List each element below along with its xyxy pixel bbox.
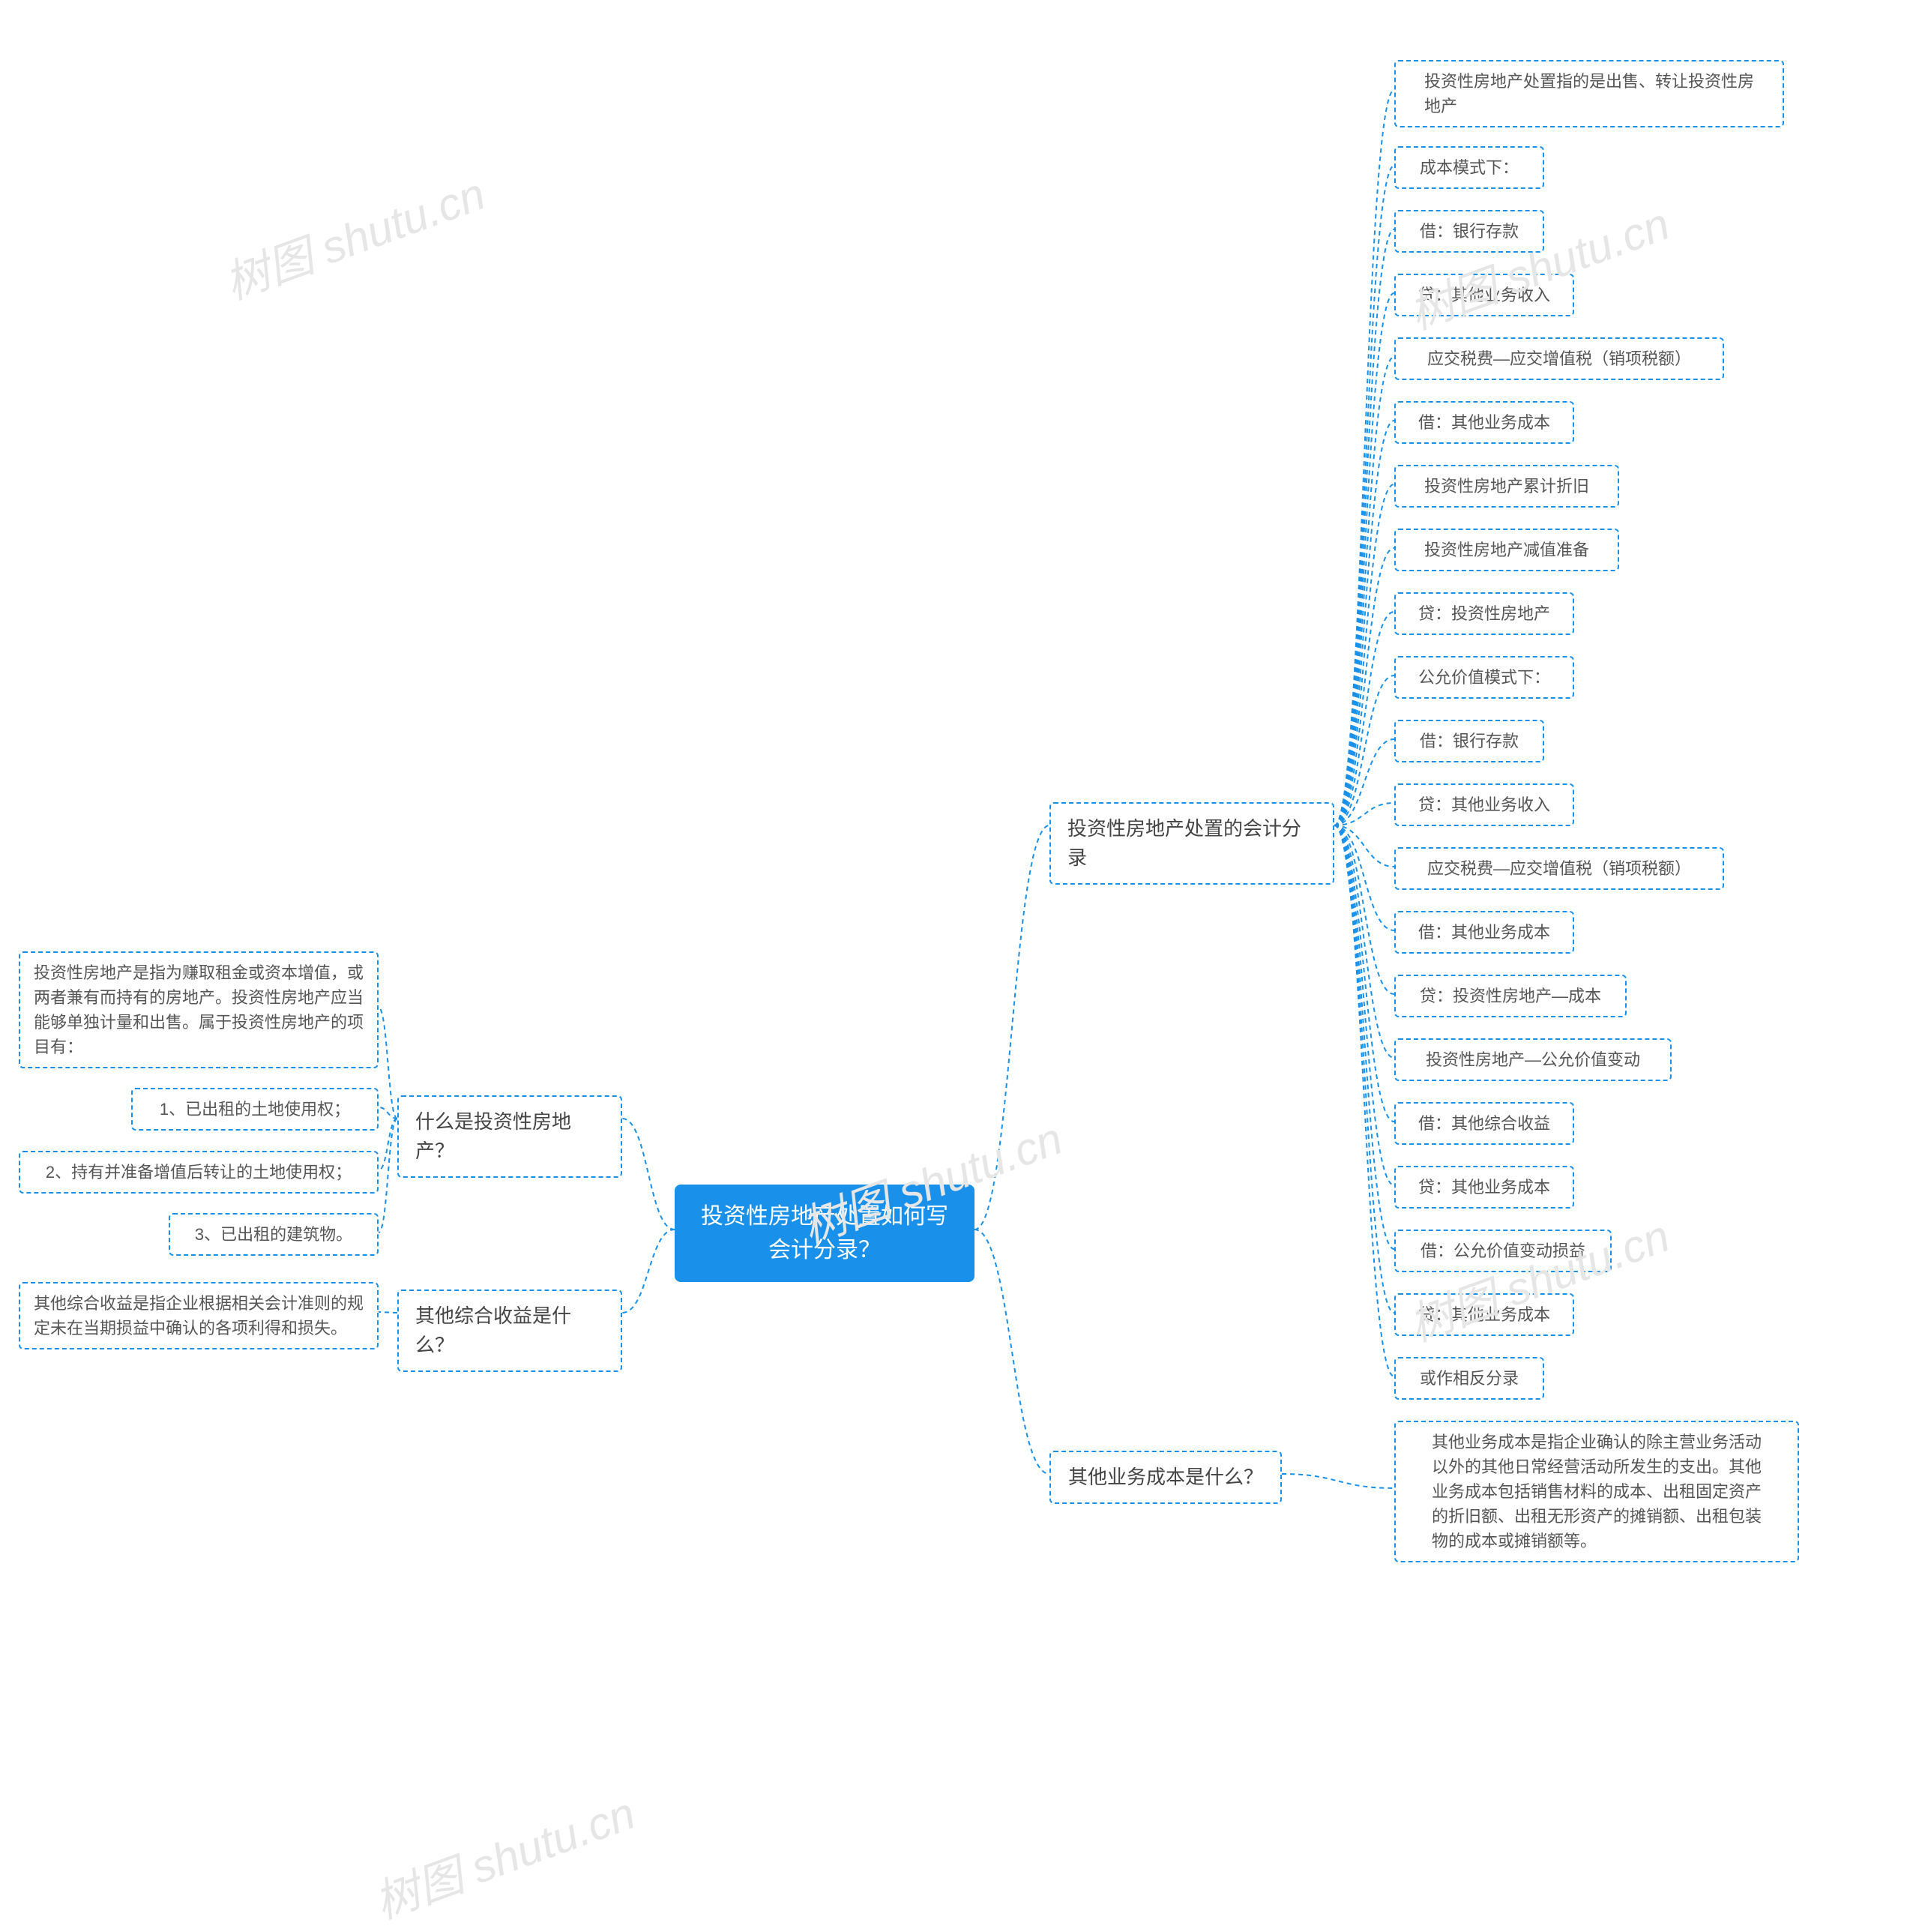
node-b1c18: 贷：其他业务成本 — [1394, 1166, 1574, 1209]
node-label: 投资性房地产处置指的是出售、转让投资性房 地产 — [1424, 69, 1754, 118]
node-label: 贷：投资性房地产 — [1418, 601, 1550, 626]
connector-layer — [0, 0, 1919, 1892]
node-b1c17: 借：其他综合收益 — [1394, 1102, 1574, 1145]
node-b1c2: 成本模式下： — [1394, 146, 1544, 189]
node-b1c4: 贷：其他业务收入 — [1394, 274, 1574, 316]
node-label: 1、已出租的土地使用权； — [160, 1097, 350, 1122]
connector — [1334, 825, 1394, 994]
node-b2c1: 其他业务成本是指企业确认的除主营业务活动 以外的其他日常经营活动所发生的支出。其… — [1394, 1421, 1799, 1562]
connector — [379, 1119, 397, 1170]
node-label: 贷：其他业务收入 — [1418, 283, 1550, 307]
node-label: 应交税费—应交增值税（销项税额） — [1427, 856, 1691, 881]
node-b1c6: 借：其他业务成本 — [1394, 401, 1574, 444]
connector — [1334, 825, 1394, 1313]
node-label: 贷：其他业务成本 — [1418, 1175, 1550, 1200]
node-label: 公允价值模式下： — [1418, 665, 1550, 690]
connector — [1334, 421, 1394, 825]
node-root: 投资性房地产处置如何写 会计分录？ — [675, 1185, 974, 1282]
node-label: 借：公允价值变动损益 — [1421, 1239, 1585, 1263]
connector — [974, 825, 1049, 1230]
node-b1c20: 贷：其他业务成本 — [1394, 1293, 1574, 1336]
node-label: 借：其他业务成本 — [1418, 920, 1550, 945]
node-label: 2、持有并准备增值后转让的土地使用权； — [46, 1160, 352, 1185]
node-b4c1: 其他综合收益是指企业根据相关会计准则的规 定未在当期损益中确认的各项利得和损失。 — [19, 1282, 379, 1349]
node-label: 借：银行存款 — [1420, 729, 1519, 753]
connector — [379, 1107, 397, 1119]
node-label: 贷：其他业务收入 — [1418, 792, 1550, 817]
node-b1c9: 贷：投资性房地产 — [1394, 592, 1574, 635]
connector — [1334, 825, 1394, 1376]
connector — [1334, 484, 1394, 825]
node-b3c4: 3、已出租的建筑物。 — [169, 1213, 379, 1256]
node-b3: 什么是投资性房地产？ — [397, 1095, 622, 1178]
node-label: 成本模式下： — [1420, 155, 1519, 180]
connector — [1334, 90, 1394, 825]
node-b1c11: 借：银行存款 — [1394, 720, 1544, 762]
mindmap-canvas: 投资性房地产处置如何写 会计分录？ 投资性房地产处置的会计分录 投资性房地产处置指的… — [0, 0, 1919, 1892]
node-label: 借：其他综合收益 — [1418, 1111, 1550, 1136]
connector — [1334, 825, 1394, 867]
connector — [1334, 229, 1394, 825]
node-b1c15: 贷：投资性房地产—成本 — [1394, 975, 1627, 1017]
node-label: 贷：其他业务成本 — [1418, 1302, 1550, 1327]
node-label: 其他综合收益是指企业根据相关会计准则的规 定未在当期损益中确认的各项利得和损失。 — [34, 1291, 364, 1340]
node-b4: 其他综合收益是什么？ — [397, 1289, 622, 1372]
node-b2: 其他业务成本是什么？ — [1049, 1451, 1282, 1504]
node-b1c19: 借：公允价值变动损益 — [1394, 1230, 1612, 1272]
node-b1: 投资性房地产处置的会计分录 — [1049, 802, 1334, 885]
connector — [1334, 825, 1394, 1122]
connector — [1334, 166, 1394, 825]
node-label: 3、已出租的建筑物。 — [195, 1222, 352, 1247]
connector — [379, 1312, 397, 1313]
watermark: 树图 shutu.cn — [214, 157, 492, 312]
node-b1c21: 或作相反分录 — [1394, 1357, 1544, 1400]
node-label: 投资性房地产处置的会计分录 — [1067, 814, 1316, 873]
connector — [622, 1230, 675, 1313]
node-label: 借：其他业务成本 — [1418, 410, 1550, 435]
connector — [1334, 612, 1394, 825]
connector — [974, 1230, 1049, 1474]
node-b3c1: 投资性房地产是指为赚取租金或资本增值，或 两者兼有而持有的房地产。投资性房地产应… — [19, 951, 379, 1068]
node-b1c1: 投资性房地产处置指的是出售、转让投资性房 地产 — [1394, 60, 1784, 127]
node-label: 借：银行存款 — [1420, 219, 1519, 244]
node-label: 其他业务成本是指企业确认的除主营业务活动 以外的其他日常经营活动所发生的支出。其… — [1432, 1430, 1762, 1553]
node-b1c12: 贷：其他业务收入 — [1394, 783, 1574, 826]
connector — [1334, 675, 1394, 825]
connector — [1334, 825, 1394, 1058]
connector — [379, 1008, 397, 1119]
node-b1c3: 借：银行存款 — [1394, 210, 1544, 253]
node-label: 其他业务成本是什么？ — [1068, 1463, 1263, 1492]
connector — [1334, 825, 1394, 1249]
node-b3c3: 2、持有并准备增值后转让的土地使用权； — [19, 1151, 379, 1194]
connector — [1334, 825, 1394, 1185]
connector — [1334, 739, 1394, 825]
node-label: 什么是投资性房地产？ — [415, 1107, 604, 1166]
node-b1c5: 应交税费—应交增值税（销项税额） — [1394, 337, 1724, 380]
node-b1c14: 借：其他业务成本 — [1394, 911, 1574, 954]
node-b1c10: 公允价值模式下： — [1394, 656, 1574, 699]
connector — [379, 1119, 397, 1233]
node-b1c13: 应交税费—应交增值税（销项税额） — [1394, 847, 1724, 890]
connector — [1334, 803, 1394, 825]
connector — [1334, 357, 1394, 825]
node-b3c2: 1、已出租的土地使用权； — [131, 1088, 379, 1131]
node-label: 投资性房地产—公允价值变动 — [1426, 1047, 1640, 1072]
node-b1c16: 投资性房地产—公允价值变动 — [1394, 1038, 1672, 1081]
node-label: 贷：投资性房地产—成本 — [1420, 984, 1601, 1008]
connector — [1282, 1474, 1394, 1488]
connector — [1334, 548, 1394, 825]
node-label: 投资性房地产是指为赚取租金或资本增值，或 两者兼有而持有的房地产。投资性房地产应… — [34, 960, 364, 1059]
node-label: 应交税费—应交增值税（销项税额） — [1427, 346, 1691, 371]
connector — [1334, 293, 1394, 825]
connector — [1334, 825, 1394, 930]
watermark: 树图 shutu.cn — [364, 1777, 642, 1931]
node-label: 投资性房地产处置如何写 会计分录？ — [701, 1200, 948, 1267]
node-label: 投资性房地产累计折旧 — [1424, 474, 1589, 499]
node-b1c8: 投资性房地产减值准备 — [1394, 529, 1619, 571]
node-b1c7: 投资性房地产累计折旧 — [1394, 465, 1619, 508]
node-label: 其他综合收益是什么？ — [415, 1301, 604, 1360]
connector — [622, 1119, 675, 1230]
node-label: 或作相反分录 — [1420, 1366, 1519, 1391]
node-label: 投资性房地产减值准备 — [1424, 538, 1589, 562]
